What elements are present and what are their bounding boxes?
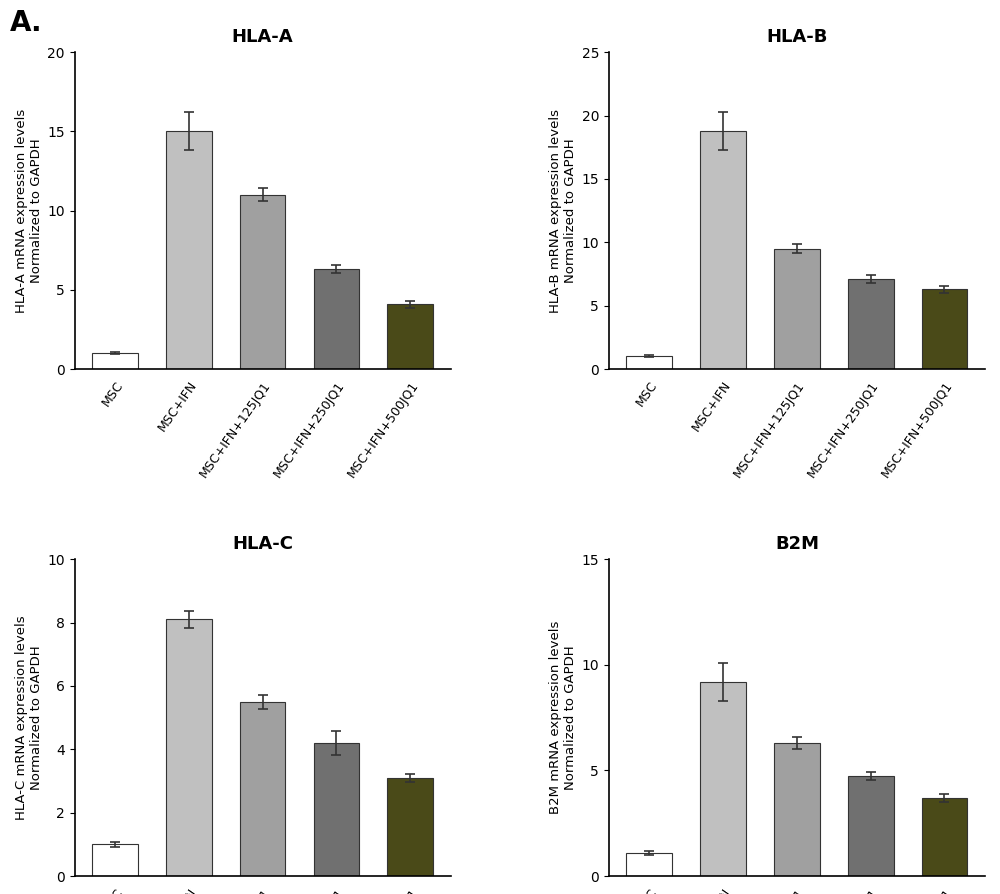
Bar <box>922 289 967 369</box>
Y-axis label: B2M mRNA expression levels
Normalized to GAPDH: B2M mRNA expression levels Normalized to… <box>549 621 577 814</box>
Title: B2M: B2M <box>775 536 819 553</box>
Y-axis label: HLA-A mRNA expression levels
Normalized to GAPDH: HLA-A mRNA expression levels Normalized … <box>15 108 43 313</box>
Text: A.: A. <box>10 9 43 37</box>
Bar <box>774 743 820 876</box>
Bar <box>92 845 138 876</box>
Bar <box>774 249 820 369</box>
Y-axis label: HLA-B mRNA expression levels
Normalized to GAPDH: HLA-B mRNA expression levels Normalized … <box>549 108 577 313</box>
Bar <box>166 620 212 876</box>
Bar <box>240 702 285 876</box>
Bar <box>922 798 967 876</box>
Bar <box>240 195 285 369</box>
Bar <box>92 353 138 369</box>
Bar <box>700 682 746 876</box>
Bar <box>387 304 433 369</box>
Y-axis label: HLA-C mRNA expression levels
Normalized to GAPDH: HLA-C mRNA expression levels Normalized … <box>15 615 43 820</box>
Title: HLA-B: HLA-B <box>766 29 828 46</box>
Bar <box>848 279 894 369</box>
Bar <box>166 131 212 369</box>
Bar <box>848 776 894 876</box>
Title: HLA-A: HLA-A <box>232 29 293 46</box>
Bar <box>314 269 359 369</box>
Bar <box>387 778 433 876</box>
Bar <box>626 853 672 876</box>
Title: HLA-C: HLA-C <box>232 536 293 553</box>
Bar <box>314 743 359 876</box>
Bar <box>700 131 746 369</box>
Bar <box>626 357 672 369</box>
